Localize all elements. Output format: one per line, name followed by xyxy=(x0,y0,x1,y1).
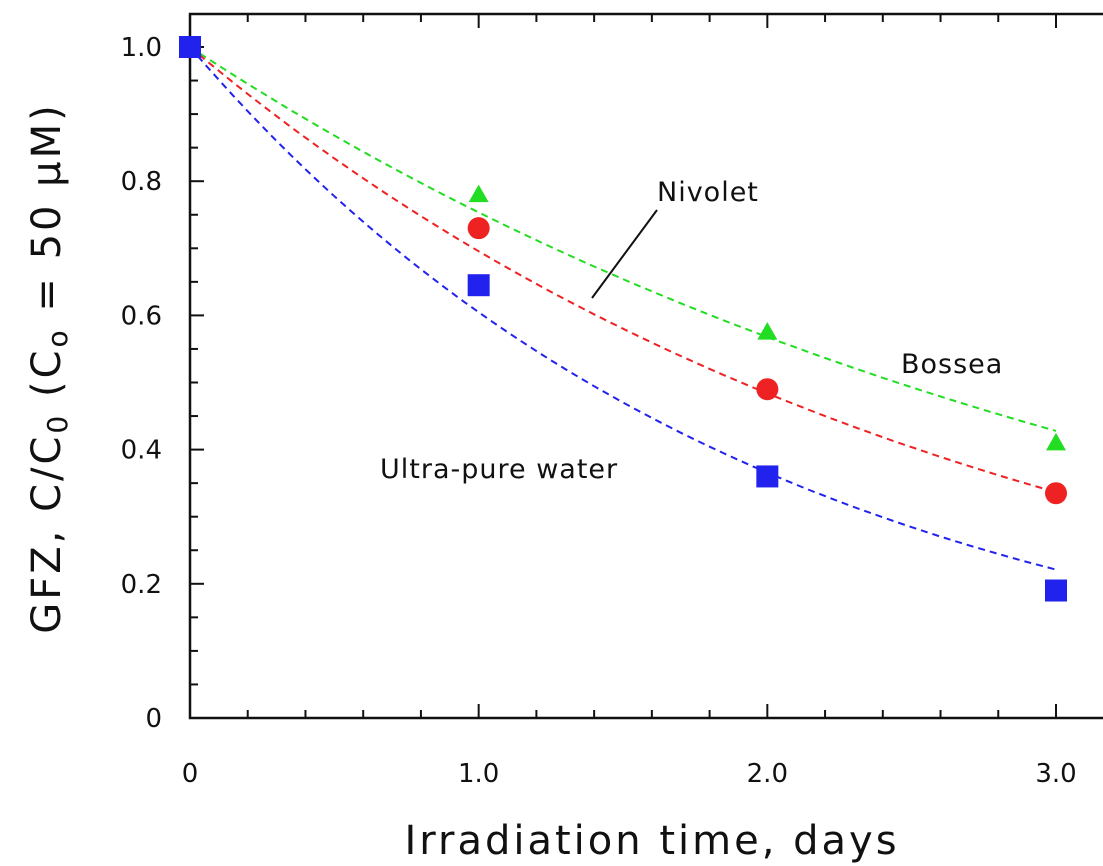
data-markers xyxy=(179,36,1067,602)
annotation-bossea: Bossea xyxy=(901,349,1003,380)
x-axis-title: Irradiation time, days xyxy=(404,818,899,864)
fit-curves xyxy=(189,46,1057,571)
data-point-square xyxy=(467,274,490,297)
y-tick-label: 0.4 xyxy=(121,436,162,466)
fit-curve xyxy=(189,46,1057,494)
y-axis-title-sub1: o xyxy=(41,327,74,347)
plot-frame xyxy=(188,12,1103,720)
y-tick-label: 0.2 xyxy=(121,570,162,600)
x-tick-label: 1.0 xyxy=(458,759,499,789)
x-tick-label: 0 xyxy=(182,759,199,789)
y-axis-title: GFZ, C/C0 (Co = 50 μM) xyxy=(24,102,74,634)
data-point-circle xyxy=(467,217,490,240)
y-axis-title-mid: (C xyxy=(24,348,70,413)
data-point-triangle xyxy=(757,322,778,340)
data-point-square xyxy=(179,36,201,58)
x-tick-label: 2.0 xyxy=(747,759,788,789)
y-tick-label: 0 xyxy=(145,704,162,734)
y-tick-label: 0.8 xyxy=(121,167,162,197)
data-point-square xyxy=(1045,579,1067,602)
y-axis-title-sub0: 0 xyxy=(41,413,74,434)
data-point-circle xyxy=(1045,482,1067,505)
fit-curve xyxy=(189,46,1057,571)
data-point-circle xyxy=(756,378,779,401)
annotation-ultra-pure-water: Ultra-pure water xyxy=(380,454,618,485)
data-point-triangle xyxy=(1046,432,1066,451)
x-tick-label: 3.0 xyxy=(1035,759,1076,789)
annotation-nivolet-leader xyxy=(591,209,658,299)
data-point-triangle xyxy=(468,184,489,203)
y-axis-title-tail: = 50 μM) xyxy=(24,102,70,327)
y-axis-title-lead: GFZ, C/C xyxy=(24,434,70,634)
annotation-nivolet: Nivolet xyxy=(657,177,759,208)
data-point-square xyxy=(756,465,779,488)
axis-ticks: 0 1.0 2.0 3.0 0 0.2 0.4 0.6 0.8 1.0 xyxy=(121,14,1077,789)
y-tick-label: 0.6 xyxy=(121,301,162,331)
y-tick-label: 1.0 xyxy=(121,33,162,63)
fit-curve xyxy=(189,46,1057,432)
